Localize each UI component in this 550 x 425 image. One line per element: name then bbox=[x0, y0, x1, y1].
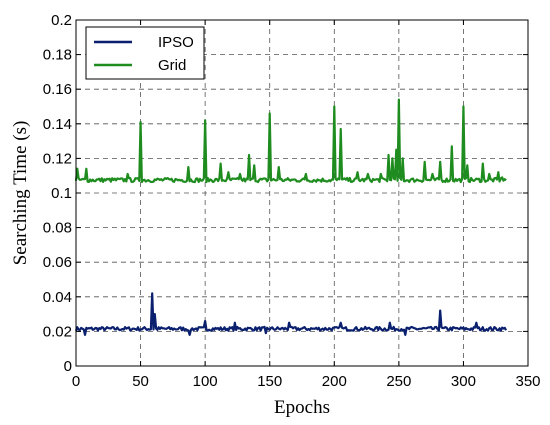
series-layer bbox=[74, 98, 508, 336]
legend-box bbox=[85, 26, 205, 80]
y-tick-label: 0.1 bbox=[51, 185, 72, 202]
y-tick-label: 0.16 bbox=[43, 81, 72, 98]
x-tick-label: 0 bbox=[72, 373, 80, 390]
y-tick-label: 0.06 bbox=[43, 254, 72, 271]
y-tick-label: 0.14 bbox=[43, 116, 72, 133]
legend: IPSO Grid bbox=[85, 26, 205, 80]
y-tick-label: 0.02 bbox=[43, 323, 72, 340]
x-tick-label: 150 bbox=[257, 373, 282, 390]
y-tick-label: 0.18 bbox=[43, 47, 72, 64]
y-tick-label: 0 bbox=[64, 358, 72, 375]
y-tick-label: 0.04 bbox=[43, 289, 72, 306]
legend-label-ipso: IPSO bbox=[158, 34, 194, 51]
x-tick-label: 300 bbox=[451, 373, 476, 390]
y-axis-label: Searching Time (s) bbox=[10, 121, 31, 266]
x-tick-label: 250 bbox=[386, 373, 411, 390]
ticks: 0 50 100 150 200 250 300 350 0 0.02 0.04 0.06 0.08 0.… bbox=[43, 12, 541, 390]
legend-label-grid: Grid bbox=[158, 57, 186, 74]
x-tick-label: 350 bbox=[515, 373, 540, 390]
y-tick-label: 0.2 bbox=[51, 12, 72, 29]
y-tick-label: 0.12 bbox=[43, 150, 72, 167]
series-line-grid bbox=[74, 98, 507, 184]
x-tick-label: 100 bbox=[193, 373, 218, 390]
x-tick-label: 50 bbox=[132, 373, 149, 390]
series-line-ipso bbox=[74, 292, 508, 336]
x-tick-label: 200 bbox=[322, 373, 347, 390]
y-tick-label: 0.08 bbox=[43, 220, 72, 237]
x-axis-label: Epochs bbox=[274, 397, 330, 418]
